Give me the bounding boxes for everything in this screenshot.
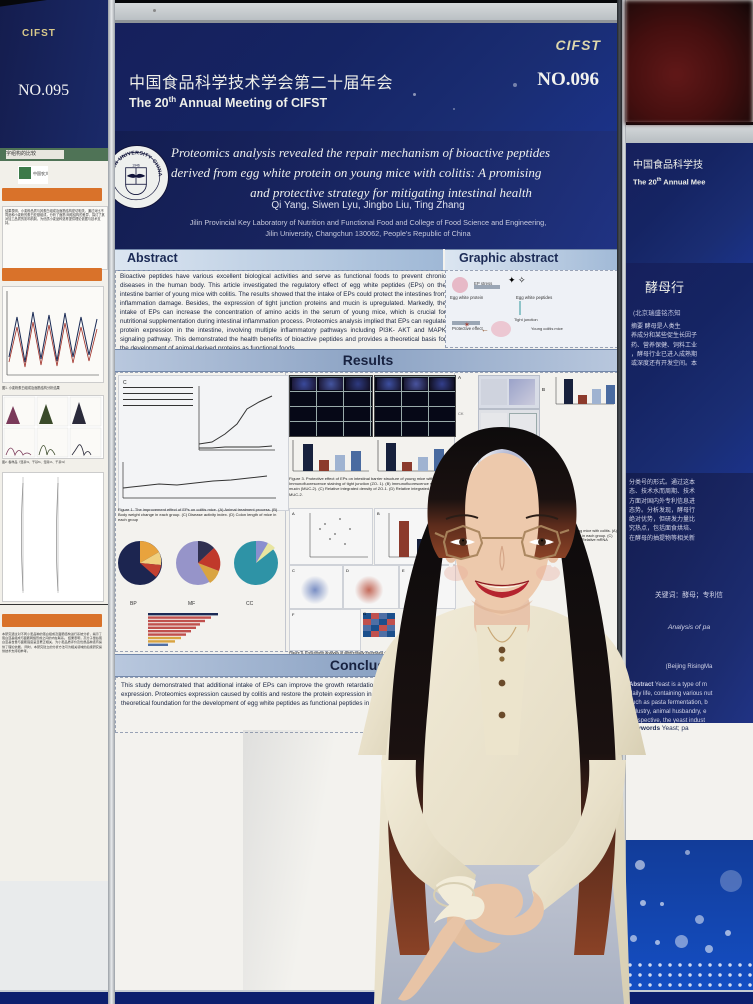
svg-text:中国农大: 中国农大: [33, 170, 48, 176]
svg-text:1946: 1946: [132, 164, 140, 168]
